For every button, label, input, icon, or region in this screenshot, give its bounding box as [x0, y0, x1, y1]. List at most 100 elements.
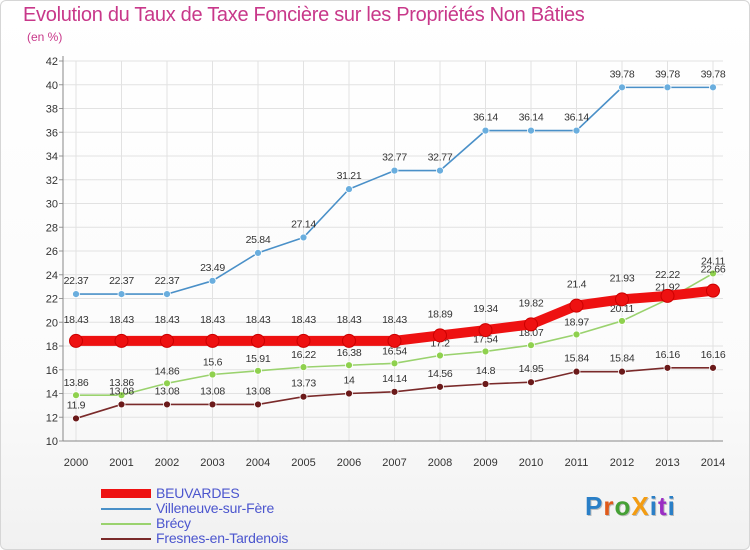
data-label: 13.08 [200, 385, 225, 397]
data-point [524, 317, 538, 332]
y-tick-label: 32 [46, 175, 58, 187]
x-tick-label: 2013 [655, 457, 679, 469]
chart-legend: BEUVARDES Villeneuve-sur-Fère Brécy Fres… [101, 485, 421, 546]
data-point [72, 391, 80, 400]
data-point [572, 367, 581, 376]
data-point [618, 317, 626, 325]
data-label: 18.43 [200, 314, 225, 326]
data-point [572, 330, 581, 339]
data-point [706, 283, 720, 298]
logo-letter: X [631, 491, 650, 521]
data-point [481, 380, 490, 388]
data-point [72, 414, 80, 423]
legend-item-villeneuve: Villeneuve-sur-Fère [101, 500, 421, 516]
data-point [527, 378, 535, 387]
y-tick-label: 28 [46, 222, 58, 234]
data-label: 14.14 [382, 373, 407, 385]
logo-letter: r [603, 491, 615, 521]
y-tick-label: 34 [46, 151, 58, 163]
data-point [160, 333, 174, 348]
logo-letter: i [667, 491, 676, 521]
data-point [572, 126, 581, 135]
legend-label-beuvardes: BEUVARDES [156, 485, 240, 501]
data-label: 19.34 [473, 303, 498, 315]
data-label: 21.93 [610, 272, 635, 284]
data-point [251, 333, 265, 348]
legend-item-beuvardes: BEUVARDES [101, 485, 421, 501]
x-tick-label: 2003 [200, 457, 224, 469]
data-label: 13.08 [109, 385, 134, 397]
data-point [114, 333, 129, 348]
logo-letter: o [614, 491, 632, 521]
data-point [117, 290, 126, 299]
data-label: 24.11 [701, 255, 725, 267]
legend-swatch-villeneuve [101, 508, 151, 510]
data-point [69, 333, 83, 348]
y-tick-label: 22 [46, 294, 58, 306]
data-label: 13.08 [155, 385, 180, 397]
data-point [527, 341, 535, 350]
y-tick-label: 26 [46, 246, 58, 258]
data-point [481, 126, 490, 135]
data-point [205, 333, 220, 348]
data-label: 13.86 [109, 377, 134, 389]
data-point [208, 276, 217, 285]
data-label: 15.84 [610, 353, 635, 365]
chart-title: Evolution du Taux de Taxe Foncière sur l… [23, 4, 585, 26]
data-label: 18.43 [109, 314, 134, 326]
data-label: 25.84 [246, 234, 271, 246]
line-chart: 10 12 14 16 18 20 22 24 26 28 30 32 34 36 38 40 42 2000 20… [46, 56, 726, 469]
data-point [663, 363, 672, 372]
data-label: 18.43 [337, 314, 362, 326]
data-point [342, 333, 356, 348]
data-point [615, 292, 629, 307]
data-point [163, 290, 171, 299]
data-label: 36.14 [473, 112, 498, 124]
data-label: 20.11 [610, 303, 634, 315]
y-tick-label: 20 [46, 317, 58, 329]
data-point [254, 366, 262, 375]
y-tick-label: 12 [46, 412, 58, 424]
data-point [299, 392, 308, 401]
y-tick-label: 14 [46, 389, 58, 401]
y-tick-label: 36 [46, 127, 58, 139]
data-label: 18.97 [564, 316, 589, 328]
data-label: 14.95 [519, 363, 544, 375]
y-tick-label: 24 [46, 270, 58, 282]
data-label: 23.49 [200, 262, 225, 274]
data-label: 14.56 [428, 368, 453, 380]
data-point [709, 269, 717, 278]
logo-letter: i [649, 491, 658, 521]
logo-letter: t [657, 491, 668, 521]
data-label: 39.78 [610, 68, 635, 80]
data-point [163, 379, 171, 388]
data-label: 18.43 [382, 314, 407, 326]
data-label: 18.89 [428, 308, 453, 320]
data-label: 18.43 [291, 314, 316, 326]
x-tick-label: 2008 [428, 457, 452, 469]
y-tick-label: 30 [46, 199, 58, 211]
data-point [163, 400, 171, 409]
x-tick-label: 2004 [246, 457, 270, 469]
data-point [436, 351, 444, 360]
logo-letter: P [585, 491, 604, 521]
x-tick-label: 2005 [291, 457, 315, 469]
data-point [117, 400, 126, 409]
legend-swatch-fresnes [101, 538, 151, 540]
data-point [208, 400, 217, 409]
data-point [618, 83, 626, 92]
data-point [345, 185, 353, 194]
data-point [660, 288, 675, 303]
data-label: 22.37 [155, 275, 180, 287]
data-point [299, 233, 308, 242]
data-label: 16.22 [291, 349, 316, 361]
x-tick-label: 2009 [473, 457, 497, 469]
data-point [254, 248, 262, 257]
data-point [618, 367, 626, 376]
data-label: 18.43 [246, 314, 271, 326]
data-point [345, 389, 353, 398]
chart-subtitle: (en %) [27, 30, 63, 44]
data-label: 22.66 [701, 264, 726, 276]
data-label: 32.77 [428, 152, 453, 164]
